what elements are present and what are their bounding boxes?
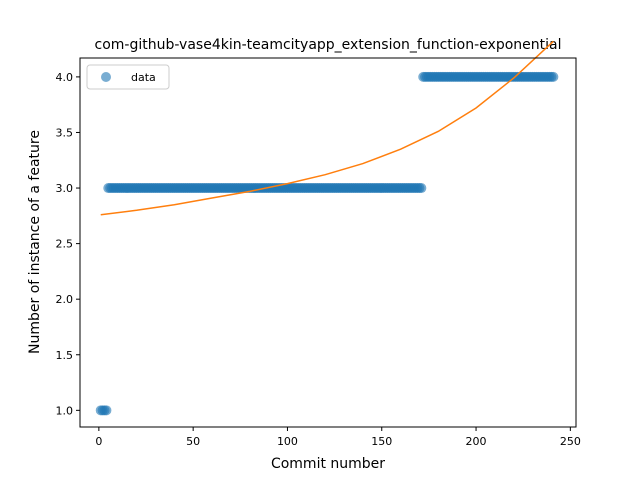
- legend-marker-data: [101, 72, 111, 82]
- x-tick-label: 100: [277, 435, 298, 448]
- y-axis-label: Number of instance of a feature: [27, 130, 43, 354]
- plot-frame: [79, 57, 577, 428]
- legend: data: [86, 64, 170, 90]
- data-point: [101, 405, 112, 416]
- data-point: [416, 183, 427, 194]
- x-tick-label: 250: [560, 435, 581, 448]
- y-tick-label: 4.0: [56, 71, 74, 84]
- plot-data-layer: [95, 40, 559, 416]
- x-tick-label: 50: [186, 435, 200, 448]
- fit-line: [100, 40, 554, 216]
- y-tick-label: 2.0: [56, 293, 74, 306]
- x-tick-label: 200: [466, 435, 487, 448]
- y-axis: 1.0 1.5 2.0 2.5 3.0 3.5 4.0: [56, 71, 80, 417]
- y-tick-label: 3.5: [56, 126, 74, 139]
- x-axis-label: Commit number: [271, 456, 385, 472]
- data-point: [548, 71, 559, 82]
- x-axis: 0 50 100 150 200 250: [95, 427, 581, 448]
- y-tick-label: 2.5: [56, 238, 74, 251]
- x-tick-label: 0: [95, 435, 102, 448]
- y-tick-label: 1.5: [56, 349, 74, 362]
- legend-label-data: data: [131, 71, 156, 84]
- x-tick-label: 150: [371, 435, 392, 448]
- y-tick-label: 1.0: [56, 404, 74, 417]
- legend-box: [86, 64, 170, 90]
- y-tick-label: 3.0: [56, 182, 74, 195]
- chart-title: com-github-vase4kin-teamcityapp_extensio…: [95, 37, 562, 53]
